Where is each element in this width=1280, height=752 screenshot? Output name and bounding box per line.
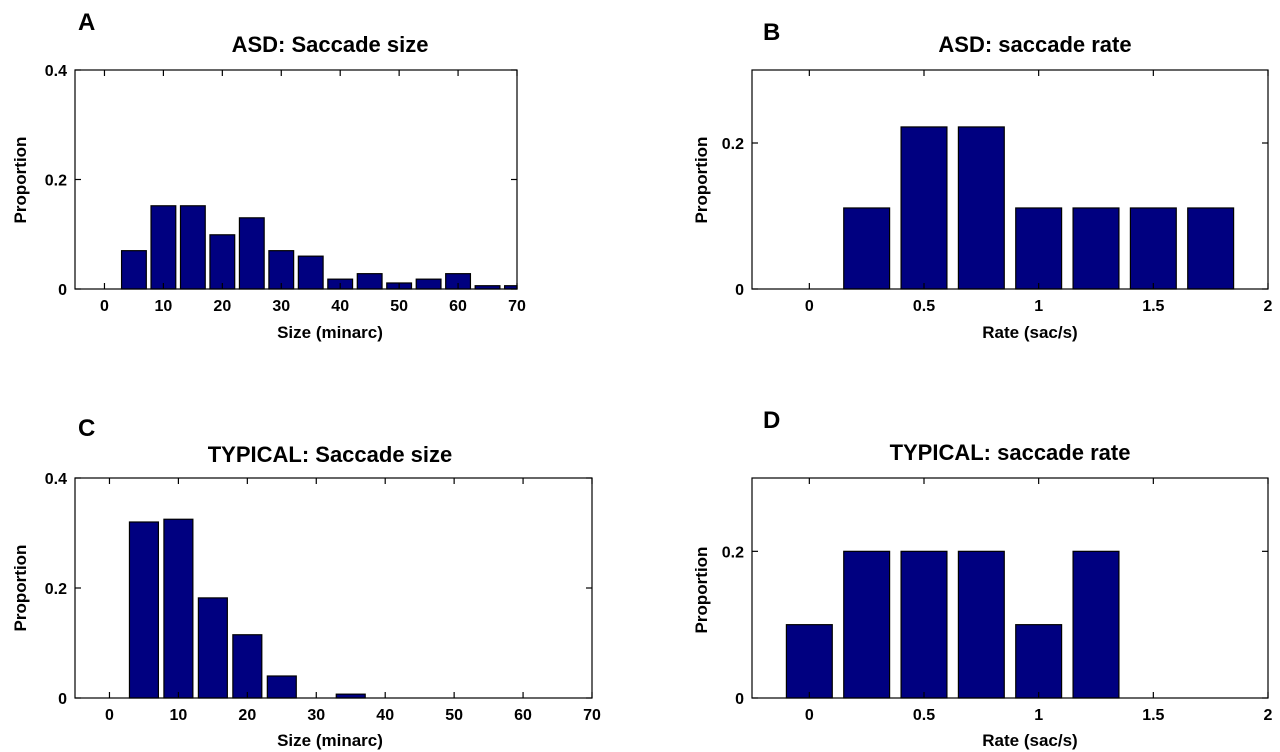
panel-a-xlabel: Size (minarc) bbox=[277, 323, 383, 342]
x-tick-label: 0.5 bbox=[913, 298, 935, 315]
panel-d-ylabel: Proportion bbox=[692, 547, 711, 634]
bar bbox=[163, 518, 194, 699]
x-tick-label: 60 bbox=[514, 707, 532, 724]
x-tick-label: 2 bbox=[1264, 707, 1273, 724]
x-tick-label: 1.5 bbox=[1142, 298, 1164, 315]
x-tick-label: 0 bbox=[100, 298, 109, 315]
panel-a-title: ASD: Saccade size bbox=[232, 32, 429, 57]
panel-b-title: ASD: saccade rate bbox=[938, 32, 1131, 57]
x-tick-label: 60 bbox=[449, 298, 467, 315]
y-tick-label: 0.2 bbox=[722, 544, 744, 561]
x-tick-label: 40 bbox=[331, 298, 349, 315]
x-tick-label: 70 bbox=[583, 707, 601, 724]
x-tick-label: 40 bbox=[376, 707, 394, 724]
x-tick-label: 1 bbox=[1034, 707, 1043, 724]
bar bbox=[957, 550, 1005, 699]
plot-frame bbox=[751, 477, 1269, 699]
y-tick-label: 0.4 bbox=[45, 63, 67, 80]
panel-d-title: TYPICAL: saccade rate bbox=[890, 440, 1131, 465]
bar bbox=[1187, 207, 1235, 290]
bar bbox=[1129, 207, 1177, 290]
panel-a-plot: 0 10 20 30 40 50 60 70 0 0.2 0.4 bbox=[45, 63, 526, 315]
x-tick-label: 1 bbox=[1034, 298, 1043, 315]
y-tick-label: 0.2 bbox=[45, 173, 67, 190]
bar bbox=[128, 521, 160, 699]
bar bbox=[209, 234, 236, 290]
bar bbox=[957, 126, 1005, 290]
x-tick-label: 10 bbox=[155, 298, 173, 315]
x-tick-label: 2 bbox=[1264, 298, 1273, 315]
bar bbox=[197, 597, 228, 699]
y-tick-label: 0.2 bbox=[722, 136, 744, 153]
panel-b: B ASD: saccade rate Rate (sac/s) Proport… bbox=[692, 19, 1273, 342]
panel-letter-d: D bbox=[763, 407, 780, 434]
panel-c-xlabel: Size (minarc) bbox=[277, 731, 383, 750]
panel-c-title: TYPICAL: Saccade size bbox=[208, 442, 453, 467]
bar bbox=[238, 217, 265, 290]
bar bbox=[356, 273, 383, 290]
y-tick-label: 0.2 bbox=[45, 581, 67, 598]
bar bbox=[150, 205, 177, 290]
bar bbox=[297, 255, 324, 290]
bar bbox=[266, 675, 297, 699]
x-tick-label: 0 bbox=[805, 707, 814, 724]
x-tick-label: 0 bbox=[105, 707, 114, 724]
bar bbox=[843, 550, 891, 699]
x-tick-label: 50 bbox=[390, 298, 408, 315]
y-tick-label: 0 bbox=[735, 282, 744, 299]
bar bbox=[900, 550, 948, 699]
panel-c-ylabel: Proportion bbox=[11, 545, 30, 632]
panel-c-plot: 0 10 20 30 40 50 60 70 0 0.2 0.4 bbox=[45, 471, 601, 724]
panel-b-ylabel: Proportion bbox=[692, 137, 711, 224]
bar bbox=[120, 250, 147, 290]
bar bbox=[785, 624, 833, 699]
panel-c: C TYPICAL: Saccade size Size (minarc) Pr… bbox=[11, 415, 601, 750]
plot-frame bbox=[751, 69, 1269, 290]
panel-b-plot: 0 0.5 1 1.5 2 0 0.2 bbox=[722, 69, 1273, 315]
y-tick-label: 0.4 bbox=[45, 471, 67, 488]
panel-a-ylabel: Proportion bbox=[11, 137, 30, 224]
x-tick-label: 0.5 bbox=[913, 707, 935, 724]
bar bbox=[900, 126, 948, 290]
x-tick-label: 1.5 bbox=[1142, 707, 1164, 724]
bar bbox=[179, 205, 206, 290]
bar bbox=[843, 207, 891, 290]
x-tick-label: 20 bbox=[238, 707, 256, 724]
bar bbox=[232, 634, 263, 699]
panel-letter-c: C bbox=[78, 415, 95, 442]
bar bbox=[1072, 207, 1120, 290]
y-tick-label: 0 bbox=[58, 691, 67, 708]
panel-a: A ASD: Saccade size Size (minarc) Propor… bbox=[11, 9, 526, 342]
x-tick-label: 20 bbox=[213, 298, 231, 315]
panel-d: D TYPICAL: saccade rate Rate (sac/s) Pro… bbox=[692, 407, 1273, 750]
panel-letter-a: A bbox=[78, 9, 95, 36]
y-tick-label: 0 bbox=[58, 282, 67, 299]
panel-d-xlabel: Rate (sac/s) bbox=[982, 731, 1077, 750]
panel-b-xlabel: Rate (sac/s) bbox=[982, 323, 1077, 342]
x-tick-label: 10 bbox=[170, 707, 188, 724]
panel-d-plot: 0 0.5 1 1.5 2 0 0.2 bbox=[722, 477, 1273, 724]
x-tick-label: 0 bbox=[805, 298, 814, 315]
y-tick-label: 0 bbox=[735, 691, 744, 708]
bar bbox=[1072, 550, 1120, 699]
x-tick-label: 30 bbox=[307, 707, 325, 724]
bar bbox=[415, 278, 442, 290]
x-tick-label: 70 bbox=[508, 298, 526, 315]
x-tick-label: 50 bbox=[445, 707, 463, 724]
panel-letter-b: B bbox=[763, 19, 780, 46]
bar bbox=[1015, 624, 1063, 699]
bar bbox=[1015, 207, 1063, 290]
x-tick-label: 30 bbox=[272, 298, 290, 315]
